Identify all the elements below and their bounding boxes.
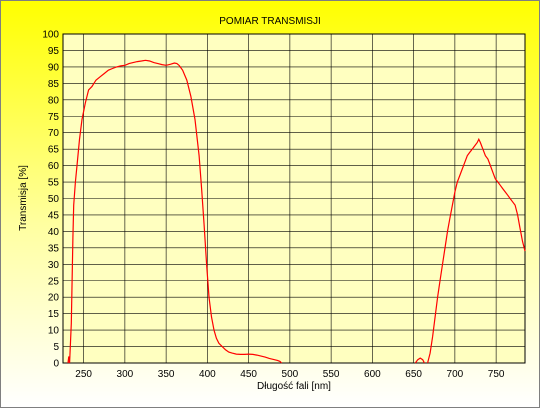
x-tick-label: 550	[323, 369, 340, 380]
transmission-line-segment	[67, 59, 283, 364]
chart-title: POMIAR TRANSMISJI	[219, 16, 321, 27]
x-tick-label: 500	[282, 369, 299, 380]
x-tick-label: 350	[158, 369, 175, 380]
y-tick-label: 100	[42, 30, 59, 41]
x-tick-label: 750	[488, 369, 505, 380]
x-tick-label: 650	[405, 369, 422, 380]
x-tick-label: 600	[364, 369, 381, 380]
x-axis-label: Długość fali [nm]	[257, 381, 331, 392]
y-tick-label: 50	[48, 194, 60, 205]
y-tick-label: 0	[53, 359, 59, 370]
y-tick-label: 60	[48, 161, 60, 172]
y-tick-label: 40	[48, 227, 60, 238]
series-group	[67, 59, 526, 364]
y-axis: 0 5 10 15 20 25 30 35 40 45 50 55 60 65 70 75 80 85 90 95 10…	[42, 30, 59, 370]
y-tick-label: 10	[48, 326, 60, 337]
x-tick-label: 450	[240, 369, 257, 380]
grid	[63, 34, 525, 363]
x-tick-label: 250	[75, 369, 92, 380]
y-tick-label: 30	[48, 260, 60, 271]
y-tick-label: 80	[48, 95, 60, 106]
y-tick-label: 20	[48, 293, 60, 304]
y-tick-label: 5	[53, 342, 59, 353]
y-tick-label: 90	[48, 62, 60, 73]
y-tick-label: 70	[48, 128, 60, 139]
y-tick-label: 45	[48, 210, 60, 221]
y-tick-label: 15	[48, 309, 60, 320]
y-axis-label: Transmisja [%]	[18, 165, 29, 231]
transmission-line-segment	[414, 357, 425, 364]
y-tick-label: 55	[48, 178, 60, 189]
x-tick-label: 400	[199, 369, 216, 380]
y-tick-label: 95	[48, 46, 60, 57]
x-tick-label: 300	[117, 369, 134, 380]
x-tick-label: 700	[447, 369, 464, 380]
x-axis: 250 300 350 400 450 500 550 600 650 700 750	[75, 369, 505, 380]
y-tick-label: 25	[48, 276, 60, 287]
y-tick-label: 85	[48, 79, 60, 90]
transmission-line-segment	[427, 137, 526, 364]
y-tick-label: 75	[48, 112, 60, 123]
y-tick-label: 65	[48, 145, 60, 156]
y-tick-label: 35	[48, 243, 60, 254]
